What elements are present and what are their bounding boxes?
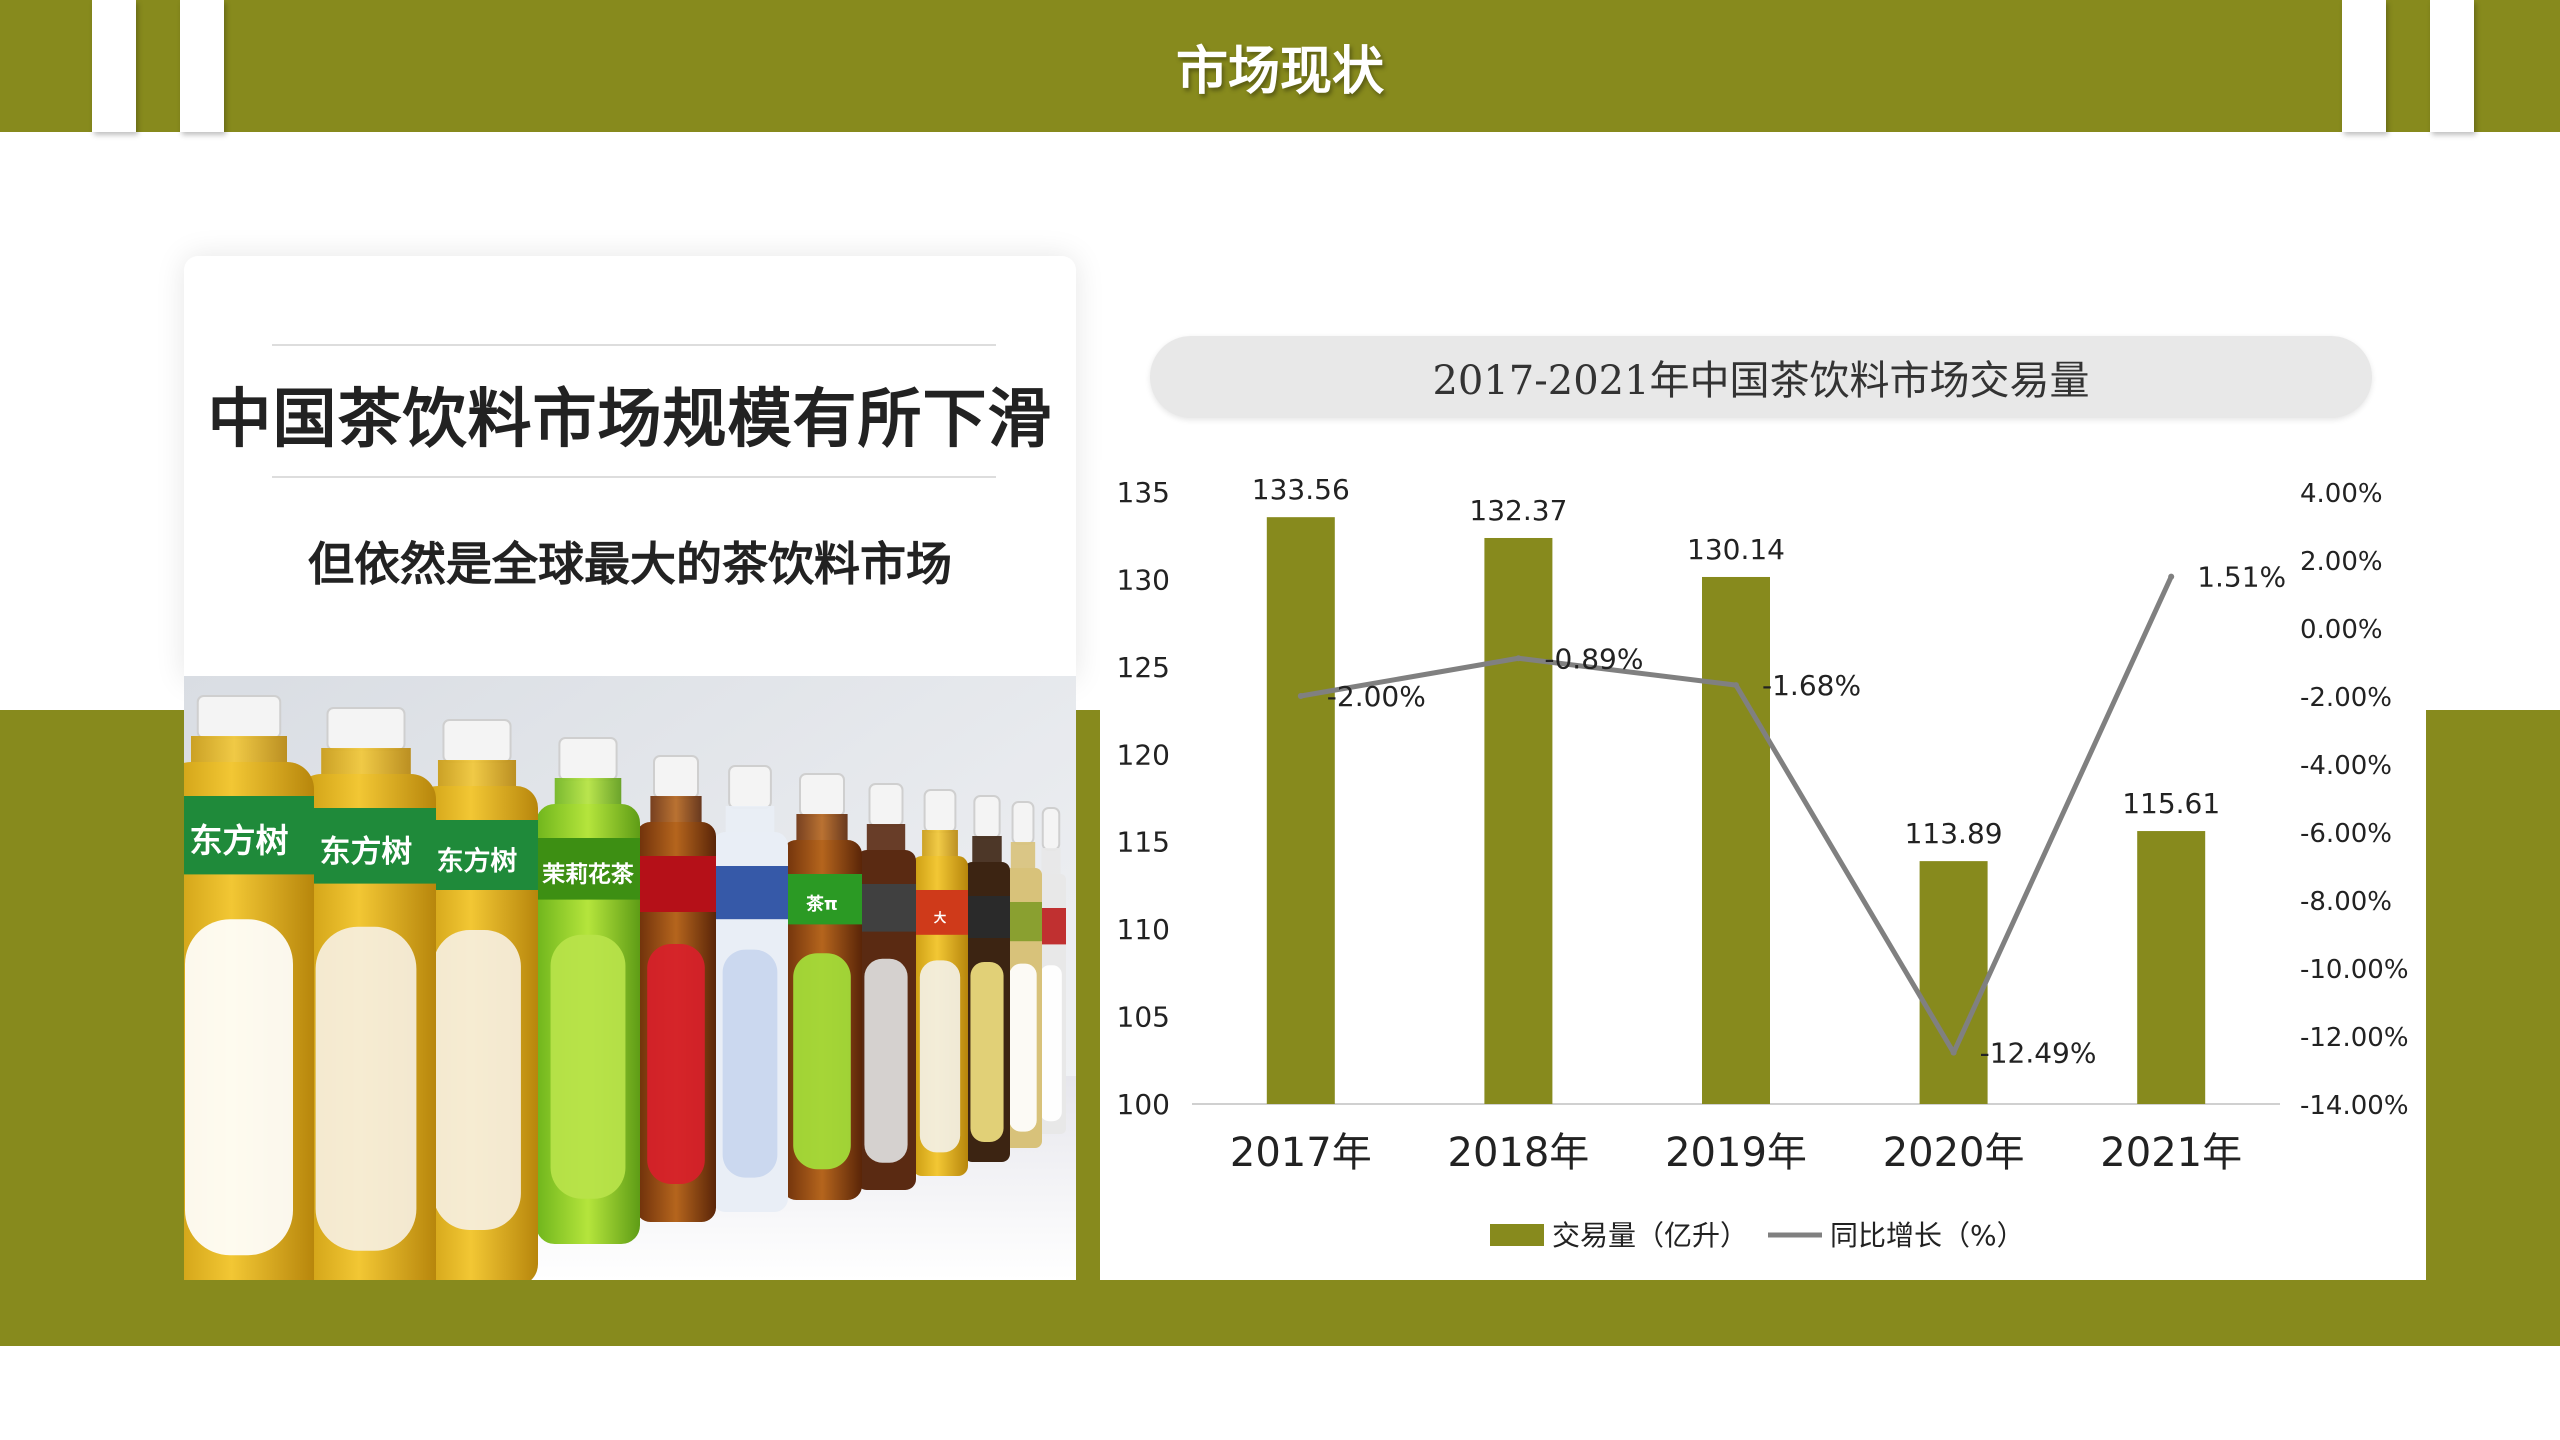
growth-point	[1733, 682, 1739, 689]
header-stripe-left-1	[92, 0, 136, 132]
bottle-4: 茉莉花茶	[536, 737, 640, 1244]
y-left-tick-label: 105	[1117, 1001, 1170, 1034]
bottle-7: 茶π	[782, 773, 862, 1200]
legend: 交易量（亿升） 同比增长（%）	[1490, 1219, 2025, 1252]
y-left-tick-label: 115	[1117, 826, 1170, 859]
header-stripe-right-1	[2342, 0, 2386, 132]
bottle-1: 东方树	[184, 695, 314, 1280]
headline-card: 中国茶饮料市场规模有所下滑 但依然是全球最大的茶饮料市场	[184, 256, 1076, 680]
growth-data-label: 1.51%	[2197, 561, 2286, 594]
y-left-tick-label: 110	[1117, 913, 1170, 946]
y-right-tick-label: -14.00%	[2300, 1091, 2409, 1121]
card-bottom-rule	[272, 476, 996, 478]
x-tick-label: 2020年	[1883, 1130, 2025, 1176]
bar-data-label: 132.37	[1469, 494, 1567, 527]
legend-swatch-bar	[1490, 1224, 1544, 1246]
bar-2021年	[2137, 831, 2206, 1104]
bar-2019年	[1702, 576, 1770, 1104]
x-tick-label: 2017年	[1230, 1130, 1372, 1176]
bottle-10	[964, 795, 1010, 1162]
bottle-11	[1004, 801, 1042, 1148]
bar-2020年	[1919, 861, 1988, 1104]
bar-data-label: 113.89	[1905, 817, 2003, 850]
y-right-tick-label: 4.00%	[2300, 479, 2383, 509]
combo-chart: 100 105 110 115 120 125 130 135 -14.00% -12.00% -1…	[1117, 473, 2409, 1252]
y-left-tick-label: 120	[1117, 738, 1170, 771]
bottom-white-strip	[0, 1346, 2560, 1440]
y-right-tick-label: -8.00%	[2300, 887, 2392, 917]
y-left-tick-label: 130	[1117, 563, 1170, 596]
y-right-tick-label: 2.00%	[2300, 547, 2383, 577]
y-left-tick-label: 135	[1117, 476, 1170, 509]
bottle-2: 东方树	[296, 707, 436, 1280]
bottle-label: 东方树	[437, 845, 518, 877]
x-tick-label: 2018年	[1448, 1130, 1590, 1176]
bottle-label: 茉莉花茶	[542, 861, 634, 888]
card-title: 中国茶饮料市场规模有所下滑	[207, 383, 1053, 457]
header-stripe-left-2	[180, 0, 224, 132]
chart-title: 2017-2021年中国茶饮料市场交易量	[1150, 336, 2372, 418]
tea-bottles-photo: 大茶π 茉莉花茶 东方树 东方树 东方树	[184, 676, 1076, 1280]
x-tick-label: 2019年	[1665, 1130, 1807, 1176]
growth-data-label: -0.89%	[1544, 642, 1643, 675]
y-left-tick-label: 100	[1117, 1088, 1170, 1121]
y-right-tick-label: -4.00%	[2300, 751, 2392, 781]
y-right-tick-label: 0.00%	[2300, 615, 2383, 645]
legend-label-bar: 交易量（亿升）	[1552, 1219, 1748, 1252]
growth-point	[1515, 655, 1522, 662]
growth-data-label: -12.49%	[1980, 1037, 2097, 1070]
bar-data-label: 115.61	[2122, 787, 2220, 820]
bottle-label: 大	[934, 910, 947, 925]
growth-data-label: -1.68%	[1762, 669, 1861, 702]
bar-2018年	[1484, 537, 1553, 1104]
card-subtitle: 但依然是全球最大的茶饮料市场	[308, 537, 952, 591]
legend-label-line: 同比增长（%）	[1830, 1219, 2025, 1252]
bar-2017年	[1266, 517, 1335, 1104]
bottle-5	[636, 755, 716, 1222]
x-tick-label: 2021年	[2100, 1130, 2242, 1176]
bar-data-label: 130.14	[1687, 533, 1785, 566]
growth-point	[1950, 1049, 1957, 1056]
growth-point	[1297, 693, 1304, 699]
header-bar	[0, 0, 2560, 132]
bottle-8	[856, 783, 916, 1190]
y-left-tick-label: 125	[1117, 651, 1170, 684]
card-top-rule	[272, 344, 996, 346]
bar-data-label: 133.56	[1252, 473, 1350, 506]
bottle-label: 东方树	[190, 821, 289, 860]
y-right-tick-label: -6.00%	[2300, 819, 2392, 849]
bottle-3: 东方树	[416, 719, 538, 1280]
bottle-label: 东方树	[320, 834, 413, 870]
y-right-tick-label: -2.00%	[2300, 683, 2392, 713]
header-stripe-right-2	[2430, 0, 2474, 132]
bottle-9: 大	[912, 789, 968, 1176]
growth-data-label: -2.00%	[1327, 680, 1426, 713]
y-right-tick-label: -12.00%	[2300, 1023, 2409, 1053]
growth-point	[2168, 573, 2175, 580]
bottle-6	[712, 765, 788, 1212]
bottle-label: 茶π	[806, 894, 838, 915]
page-title: 市场现状	[1175, 41, 1384, 102]
y-right-tick-label: -10.00%	[2300, 955, 2409, 985]
